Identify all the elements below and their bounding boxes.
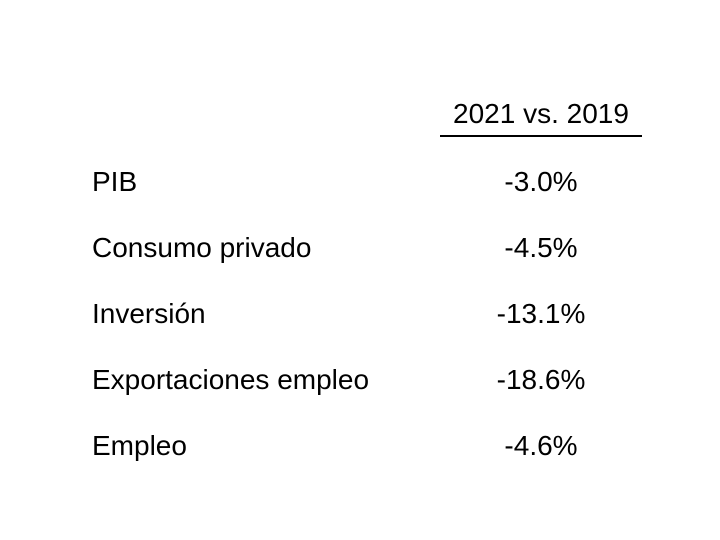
table-row-exportaciones: Exportaciones empleo -18.6% [0,360,720,400]
row-label: Consumo privado [92,232,312,263]
row-label: Exportaciones empleo [92,364,370,395]
table-row-empleo: Empleo -4.6% [0,426,720,466]
table-row-consumo-privado: Consumo privado -4.5% [0,228,720,268]
row-value: -18.6% [496,364,586,395]
row-label: PIB [92,166,138,197]
column-header: 2021 vs. 2019 [453,98,629,129]
row-label: Empleo [92,430,187,461]
row-value: -3.0% [504,166,578,197]
row-value: -13.1% [496,298,586,329]
row-value: -4.5% [504,232,578,263]
column-header-underline [440,135,642,137]
row-value: -4.6% [504,430,578,461]
table-row-inversion: Inversión -13.1% [0,294,720,334]
table-row-pib: PIB -3.0% [0,162,720,202]
row-label: Inversión [92,298,206,329]
